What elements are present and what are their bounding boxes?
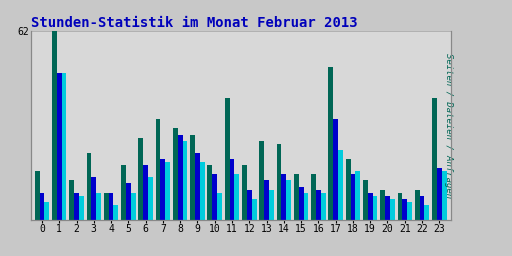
Bar	[259, 141, 264, 220]
Bar	[442, 171, 446, 220]
Text: Stunden-Statistik im Monat Februar 2013: Stunden-Statistik im Monat Februar 2013	[31, 16, 357, 29]
Bar	[346, 159, 351, 220]
Bar	[45, 202, 49, 220]
Bar	[143, 165, 148, 220]
Bar	[420, 196, 424, 220]
Bar	[407, 202, 412, 220]
Bar	[247, 190, 252, 220]
Bar	[328, 67, 333, 220]
Bar	[333, 119, 338, 220]
Bar	[437, 168, 442, 220]
Bar	[304, 193, 308, 220]
Bar	[160, 159, 165, 220]
Bar	[402, 199, 407, 220]
Bar	[294, 174, 298, 220]
Bar	[432, 98, 437, 220]
Bar	[114, 205, 118, 220]
Bar	[183, 141, 187, 220]
Bar	[282, 174, 286, 220]
Bar	[355, 171, 360, 220]
Bar	[104, 193, 109, 220]
Bar	[368, 193, 373, 220]
Bar	[397, 193, 402, 220]
Bar	[74, 193, 79, 220]
Bar	[286, 180, 291, 220]
Bar	[217, 193, 222, 220]
Bar	[173, 129, 178, 220]
Bar	[225, 98, 229, 220]
Bar	[269, 190, 274, 220]
Bar	[321, 193, 326, 220]
Bar	[131, 193, 136, 220]
Bar	[39, 193, 45, 220]
Bar	[126, 184, 131, 220]
Bar	[195, 153, 200, 220]
Bar	[242, 165, 247, 220]
Bar	[385, 196, 390, 220]
Bar	[252, 199, 257, 220]
Bar	[57, 73, 61, 220]
Y-axis label: Seiten / Dateien / Anfragen: Seiten / Dateien / Anfragen	[444, 53, 453, 198]
Bar	[207, 165, 212, 220]
Bar	[109, 193, 114, 220]
Bar	[52, 31, 57, 220]
Bar	[121, 165, 126, 220]
Bar	[96, 193, 101, 220]
Bar	[276, 144, 282, 220]
Bar	[351, 174, 355, 220]
Bar	[190, 135, 195, 220]
Bar	[264, 180, 269, 220]
Bar	[316, 190, 321, 220]
Bar	[87, 153, 91, 220]
Bar	[165, 162, 170, 220]
Bar	[69, 180, 74, 220]
Bar	[156, 119, 160, 220]
Bar	[298, 187, 304, 220]
Bar	[234, 174, 239, 220]
Bar	[424, 205, 429, 220]
Bar	[200, 162, 205, 220]
Bar	[373, 196, 377, 220]
Bar	[91, 177, 96, 220]
Bar	[338, 150, 343, 220]
Bar	[415, 190, 420, 220]
Bar	[178, 135, 183, 220]
Bar	[35, 171, 39, 220]
Bar	[311, 174, 316, 220]
Bar	[229, 159, 234, 220]
Bar	[390, 199, 395, 220]
Bar	[212, 174, 217, 220]
Bar	[363, 180, 368, 220]
Bar	[380, 190, 385, 220]
Bar	[79, 196, 84, 220]
Bar	[138, 138, 143, 220]
Bar	[148, 177, 153, 220]
Bar	[61, 73, 67, 220]
